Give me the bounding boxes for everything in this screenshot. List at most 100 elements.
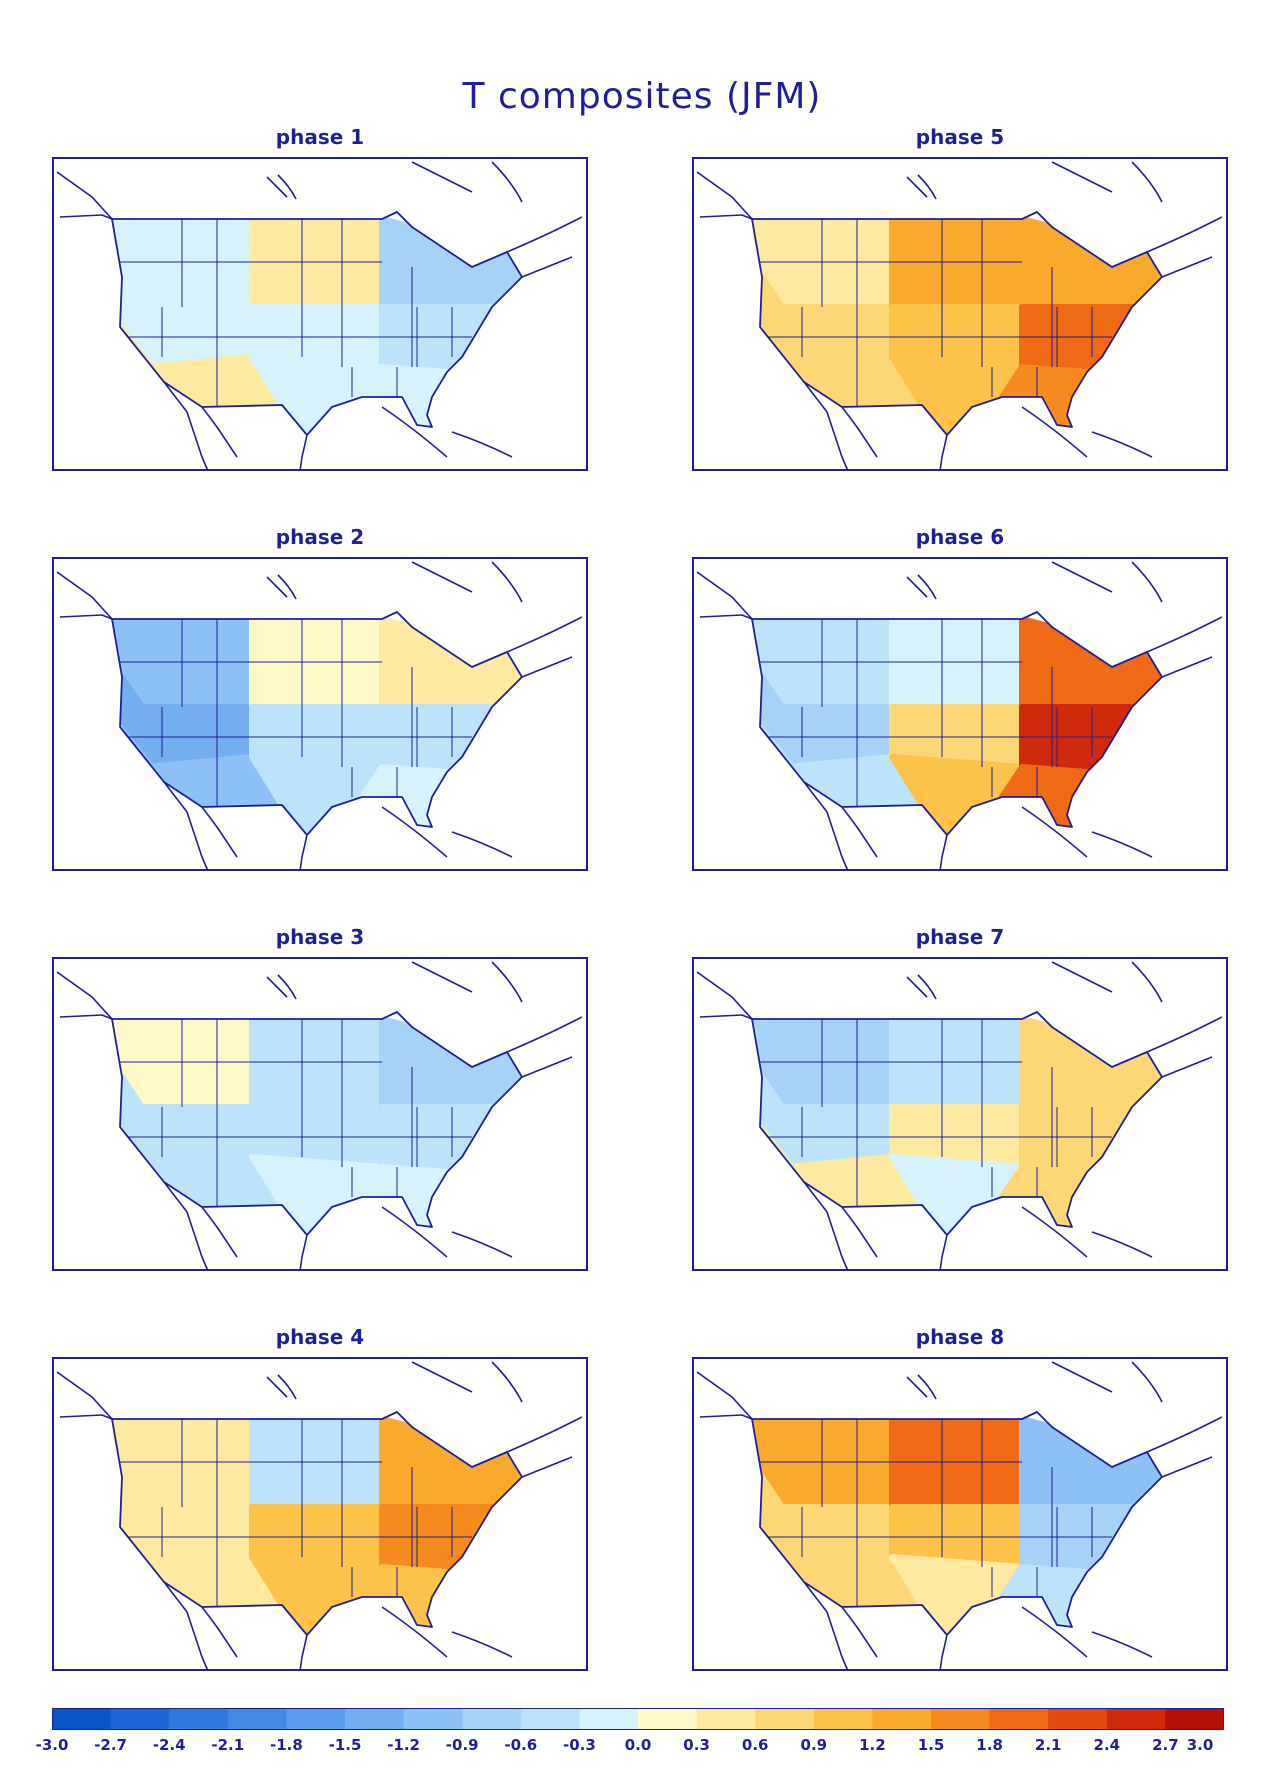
colorbar-swatch: [872, 1708, 932, 1730]
coastline: [59, 614, 113, 620]
us-outline: [751, 211, 1163, 436]
coastline: [1091, 431, 1153, 458]
map-panel: phase 4: [52, 1325, 588, 1671]
coastline: [803, 781, 849, 871]
coastline: [491, 561, 523, 603]
panel-label: phase 2: [275, 525, 365, 549]
colorbar-tick-label: 3.0: [1186, 1736, 1214, 1754]
colorbar-swatch: [989, 1708, 1049, 1730]
colorbar-tick-label: -0.9: [445, 1736, 479, 1754]
coastline: [1131, 161, 1163, 203]
panel-label: phase 3: [275, 925, 365, 949]
coastline: [299, 834, 308, 871]
anomaly-region-nc: [249, 1416, 385, 1510]
coastline: [491, 961, 523, 1003]
colorbar-tick-label: 0.6: [741, 1736, 769, 1754]
colorbar-svg: [52, 1708, 1224, 1730]
coastline: [939, 834, 948, 871]
map-panel: phase 1: [52, 125, 588, 471]
panel-frame: [52, 1357, 588, 1671]
colorbar-tick-label: 2.7: [1152, 1736, 1179, 1754]
colorbar-swatch: [1165, 1708, 1224, 1730]
map-panel: phase 5: [692, 125, 1228, 471]
coastline: [1146, 1416, 1223, 1453]
colorbar-tick-label: 1.2: [859, 1736, 886, 1754]
coastline: [451, 1231, 513, 1258]
coastline: [163, 1581, 209, 1671]
anomaly-region-ne: [1019, 616, 1162, 710]
colorbar-tick-label: 0.0: [624, 1736, 652, 1754]
coastline: [906, 976, 928, 998]
map-svg: [692, 957, 1228, 1271]
coastline: [56, 571, 113, 620]
map-panel: phase 6: [692, 525, 1228, 871]
coastline: [266, 976, 288, 998]
coastline: [699, 614, 753, 620]
anomaly-region-ne: [1019, 216, 1162, 310]
coastline: [201, 406, 238, 458]
coastline: [521, 656, 573, 678]
coastline: [803, 1581, 849, 1671]
coastline: [201, 806, 238, 858]
panel-frame: [692, 1357, 1228, 1671]
colorbar-swatch: [227, 1708, 287, 1730]
coastline: [699, 1014, 753, 1020]
colorbar-tick-label: 0.3: [683, 1736, 710, 1754]
map-panel: phase 8: [692, 1325, 1228, 1671]
coastline: [381, 1206, 448, 1258]
coastline: [1021, 806, 1088, 858]
map-svg: [52, 957, 588, 1271]
colorbar-tick-label: 2.4: [1093, 1736, 1121, 1754]
coastline: [906, 1376, 928, 1398]
us-outline: [111, 211, 523, 436]
anomaly-region-ne: [379, 1416, 522, 1510]
coastline: [1146, 1016, 1223, 1053]
panel-frame: [52, 957, 588, 1271]
coastline: [1161, 1056, 1213, 1078]
coastline: [1161, 1456, 1213, 1478]
colorbar-tick-label: -2.7: [94, 1736, 127, 1754]
map-panel: phase 7: [692, 925, 1228, 1271]
coastline: [1021, 406, 1088, 458]
colorbar-swatch: [520, 1708, 580, 1730]
coastline: [1051, 961, 1113, 993]
coastline: [939, 1234, 948, 1271]
coastline: [381, 1606, 448, 1658]
anomaly-region-nc: [889, 616, 1025, 710]
coastline: [1091, 1231, 1153, 1258]
coastline: [56, 1371, 113, 1420]
anomaly-region-ne: [1019, 1016, 1162, 1110]
anomaly-region-e: [379, 304, 495, 375]
coastline: [491, 161, 523, 203]
coastline: [699, 214, 753, 220]
coastline: [56, 971, 113, 1020]
anomaly-region-e: [379, 1104, 495, 1175]
coastline: [59, 1414, 113, 1420]
anomaly-region-ne: [1019, 1416, 1162, 1510]
coastline: [803, 1181, 849, 1271]
coastline: [163, 1181, 209, 1271]
coastline: [277, 1374, 297, 1400]
map-svg: [692, 157, 1228, 471]
us-outline: [111, 1411, 523, 1636]
coastline: [381, 406, 448, 458]
coastline: [1091, 831, 1153, 858]
colorbar-swatch: [345, 1708, 405, 1730]
coastline: [451, 431, 513, 458]
map-title: T composites (JFM): [462, 76, 822, 117]
coastline: [277, 174, 297, 200]
colorbar-swatch: [931, 1708, 991, 1730]
coastline: [506, 1016, 583, 1053]
panel-frame: [692, 557, 1228, 871]
colorbar-tick-label: -1.8: [269, 1736, 303, 1754]
anomaly-region-e: [379, 704, 495, 775]
colorbar-tick-label: -0.6: [504, 1736, 538, 1754]
coastline: [1161, 256, 1213, 278]
coastline: [59, 1014, 113, 1020]
anomaly-region-ne: [379, 616, 522, 710]
anomaly-region-nc: [249, 616, 385, 710]
map-panel: phase 3: [52, 925, 588, 1271]
coastline: [803, 381, 849, 471]
coastline: [299, 1634, 308, 1671]
coastline: [1146, 216, 1223, 253]
